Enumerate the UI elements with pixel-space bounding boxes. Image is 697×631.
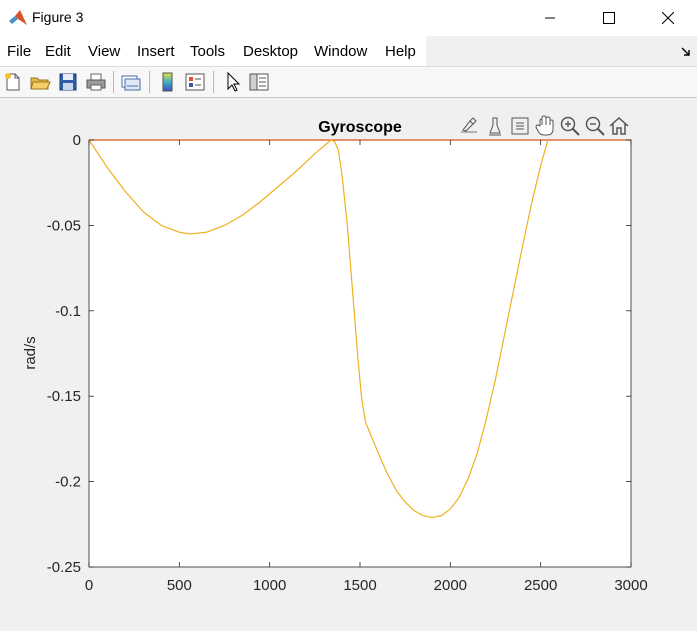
menu-window[interactable]: Window	[314, 43, 368, 60]
close-button[interactable]	[639, 0, 697, 36]
close-icon	[662, 12, 674, 24]
open-file-icon[interactable]	[29, 71, 51, 93]
zoom-in-icon[interactable]	[559, 115, 581, 137]
minimize-icon	[545, 17, 555, 19]
y-tick-label: -0.25	[47, 559, 81, 576]
data-cursor-icon[interactable]	[484, 115, 506, 137]
tick-layer: 0 500 1000 1500 2000 2500 3000 0 -0.05 -0.1 -0.15 -…	[47, 132, 648, 594]
x-tick-label: 3000	[614, 577, 647, 594]
x-tick-label: 2000	[434, 577, 467, 594]
y-tick-label: -0.15	[47, 388, 81, 405]
maximize-button[interactable]	[580, 0, 638, 36]
menu-help[interactable]: Help	[385, 43, 416, 60]
y-tick-label: -0.1	[55, 303, 81, 320]
axes-box	[88, 139, 632, 568]
x-tick-label: 500	[167, 577, 192, 594]
y-tick-label: 0	[73, 132, 81, 149]
minimize-button[interactable]	[521, 0, 579, 36]
print-icon[interactable]	[85, 71, 107, 93]
y-tick-label: -0.2	[55, 474, 81, 491]
figure-toolbar	[0, 66, 697, 98]
property-inspector-icon[interactable]	[248, 71, 270, 93]
pan-icon[interactable]	[534, 115, 556, 137]
figure-canvas: 0 500 1000 1500 2000 2500 3000 0 -0.05 -0.1 -0.15 -…	[0, 98, 697, 626]
menu-view[interactable]: View	[88, 43, 121, 60]
window-title: Figure 3	[32, 9, 84, 25]
x-tick-label: 1500	[343, 577, 376, 594]
legend-icon[interactable]	[184, 71, 206, 93]
gyroscope-plot[interactable]: 0 500 1000 1500 2000 2500 3000 0 -0.05 -0.1 -0.15 -…	[0, 98, 697, 626]
new-figure-icon[interactable]	[2, 71, 24, 93]
export-icon[interactable]	[509, 115, 531, 137]
maximize-icon	[603, 12, 615, 24]
x-tick-label: 2500	[524, 577, 557, 594]
zoom-out-icon[interactable]	[584, 115, 606, 137]
y-axis-label: rad/s	[22, 336, 39, 369]
toolbar-separator	[149, 71, 150, 93]
x-tick-label: 1000	[253, 577, 286, 594]
toolbar-separator	[113, 71, 114, 93]
save-icon[interactable]	[57, 71, 79, 93]
brush-data-icon[interactable]	[458, 115, 480, 137]
menu-strip: File Edit View Insert Tools Desktop Wind…	[0, 36, 426, 66]
link-plot-icon[interactable]	[120, 71, 142, 93]
edit-plot-arrow-icon[interactable]	[222, 71, 244, 93]
title-bar: Figure 3	[0, 0, 697, 36]
menu-edit[interactable]: Edit	[45, 43, 71, 60]
menu-bar: File Edit View Insert Tools Desktop Wind…	[0, 36, 697, 66]
menu-file[interactable]: File	[7, 43, 32, 60]
colorbar-icon[interactable]	[157, 71, 179, 93]
chart-title: Gyroscope	[318, 119, 402, 136]
menu-insert[interactable]: Insert	[137, 43, 175, 60]
series-line-2[interactable]	[88, 139, 549, 519]
y-tick-label: -0.05	[47, 217, 81, 234]
menu-tools[interactable]: Tools	[190, 43, 226, 60]
x-tick-label: 0	[85, 577, 93, 594]
matlab-logo-icon	[9, 10, 27, 25]
dock-arrow-icon[interactable]	[680, 46, 692, 58]
home-icon[interactable]	[608, 115, 630, 137]
toolbar-separator	[213, 71, 214, 93]
menu-desktop[interactable]: Desktop	[243, 43, 299, 60]
